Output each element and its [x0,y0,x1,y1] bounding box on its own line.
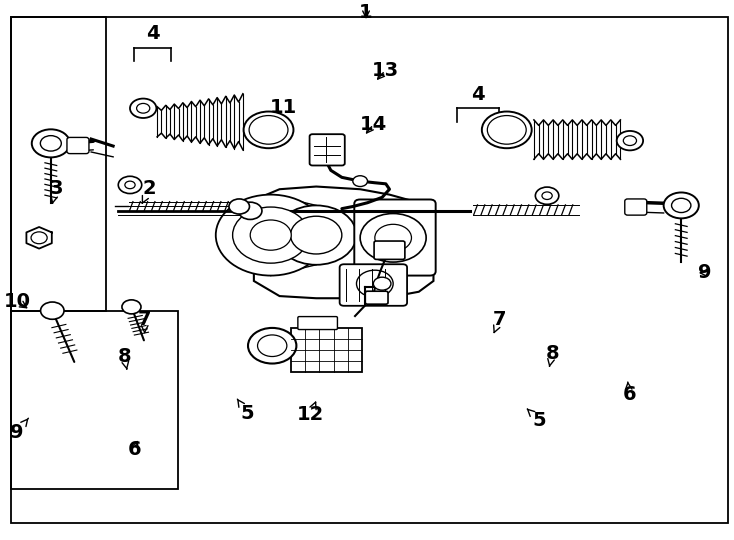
Circle shape [216,194,326,275]
Text: 14: 14 [360,115,387,134]
Circle shape [31,232,47,244]
Text: 8: 8 [545,345,559,366]
FancyBboxPatch shape [67,137,89,153]
FancyBboxPatch shape [310,134,345,165]
Circle shape [248,328,297,363]
Circle shape [250,220,291,250]
Circle shape [249,116,288,144]
Circle shape [276,205,357,265]
Text: 4: 4 [471,85,485,104]
Circle shape [258,335,287,356]
Circle shape [360,213,426,262]
Circle shape [291,216,342,254]
Text: 2: 2 [142,179,156,203]
Circle shape [40,302,64,319]
Bar [11,311,178,489]
Text: 7: 7 [138,310,151,333]
Text: 4: 4 [146,24,159,43]
FancyBboxPatch shape [355,199,436,275]
Text: 1: 1 [359,3,373,22]
Text: 3: 3 [49,179,62,204]
Text: 10: 10 [4,292,31,311]
Circle shape [244,112,294,148]
Text: 6: 6 [622,382,636,404]
Text: 12: 12 [297,402,324,424]
Text: 5: 5 [527,409,546,430]
Circle shape [535,187,559,204]
Circle shape [125,181,135,188]
Circle shape [353,176,368,186]
FancyBboxPatch shape [298,316,338,329]
Polygon shape [157,94,243,150]
Circle shape [137,104,150,113]
Bar [11,17,106,311]
Circle shape [122,300,141,314]
Circle shape [664,192,699,218]
Text: 7: 7 [493,310,506,333]
Text: 8: 8 [117,347,131,369]
Text: 5: 5 [237,399,254,423]
Text: 13: 13 [371,61,399,80]
Circle shape [542,192,552,199]
FancyBboxPatch shape [374,241,405,259]
Circle shape [375,224,412,251]
Circle shape [617,131,643,150]
Circle shape [374,277,391,290]
Circle shape [623,136,636,145]
Circle shape [130,99,156,118]
Circle shape [672,198,691,213]
Circle shape [233,207,309,263]
Text: 9: 9 [698,264,711,282]
Circle shape [357,270,393,297]
Text: 11: 11 [269,98,297,119]
Circle shape [32,129,70,157]
Circle shape [239,202,262,219]
Circle shape [229,199,250,214]
Circle shape [40,136,62,151]
Polygon shape [254,186,434,298]
Text: 9: 9 [10,418,29,442]
FancyBboxPatch shape [340,264,407,306]
Circle shape [118,176,142,193]
FancyBboxPatch shape [625,199,647,215]
Circle shape [482,112,531,148]
FancyBboxPatch shape [366,291,388,304]
Bar [291,328,363,372]
Polygon shape [534,120,620,159]
Text: 6: 6 [128,440,141,459]
Circle shape [487,116,526,144]
